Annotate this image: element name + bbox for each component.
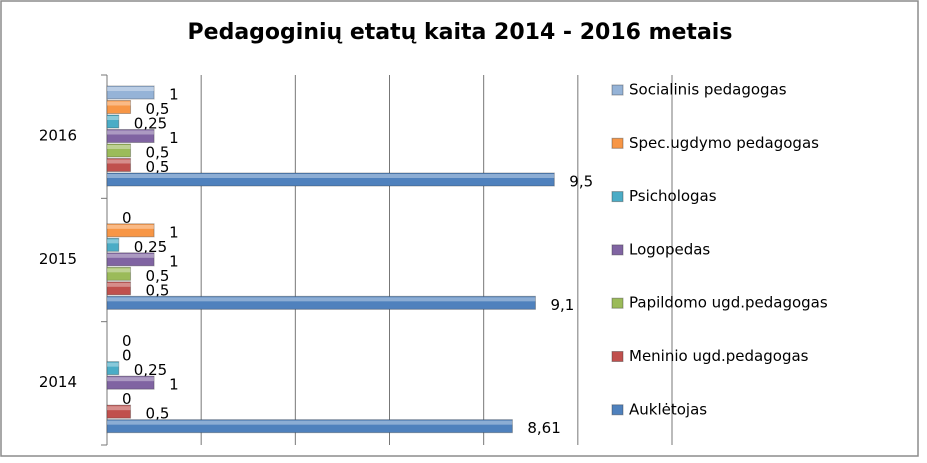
bar xyxy=(106,100,132,114)
value-label: 1 xyxy=(169,129,179,147)
bar-highlight xyxy=(107,239,119,244)
bar-highlight xyxy=(107,253,155,258)
bar-highlight xyxy=(107,224,155,229)
value-label: 1 xyxy=(169,86,179,104)
value-label: 0,5 xyxy=(146,267,170,285)
bar xyxy=(106,129,155,143)
bar xyxy=(106,172,555,187)
value-label: 1 xyxy=(169,376,179,394)
bar-highlight xyxy=(107,362,119,367)
bar xyxy=(106,281,132,296)
legend-swatch xyxy=(611,191,624,203)
bar-highlight xyxy=(107,145,131,149)
value-label: 0 xyxy=(122,390,132,408)
value-label: 1 xyxy=(169,223,179,241)
legend-label: Logopedas xyxy=(629,240,710,258)
bar-highlight xyxy=(107,377,155,382)
legend-label: Meninio ugd.pedagogas xyxy=(629,347,809,365)
bar xyxy=(106,361,120,376)
bar xyxy=(106,143,132,158)
value-label: 0,25 xyxy=(134,115,167,133)
value-label: 0,5 xyxy=(146,281,170,299)
legend-swatch xyxy=(611,244,624,256)
legend-label: Papildomo ugd.pedagogas xyxy=(629,294,828,312)
bar-highlight xyxy=(107,282,131,287)
legend-swatch xyxy=(611,404,624,416)
bar xyxy=(106,404,132,419)
bar-highlight xyxy=(107,406,131,411)
value-label: 0,25 xyxy=(134,238,167,256)
legend-swatch xyxy=(611,297,624,309)
value-label: 0,5 xyxy=(146,405,170,423)
bar xyxy=(106,237,120,252)
bar xyxy=(106,266,132,281)
bar xyxy=(106,375,155,390)
y-tick-label: 2015 xyxy=(39,250,77,268)
value-label: 0 xyxy=(122,209,132,227)
value-label: 0,5 xyxy=(146,158,170,176)
bar xyxy=(106,114,120,129)
bar-highlight xyxy=(107,420,513,425)
legend-swatch xyxy=(611,84,624,96)
value-label: 0,5 xyxy=(146,100,170,118)
bar xyxy=(106,252,155,267)
legend-label: Socialinis pedagogas xyxy=(629,81,787,99)
value-label: 0,5 xyxy=(146,144,170,162)
legend-label: Auklėtojas xyxy=(629,400,707,418)
legend-swatch xyxy=(611,351,624,362)
value-label: 0 xyxy=(122,347,132,365)
bar-highlight xyxy=(107,130,155,135)
y-tick-label: 2016 xyxy=(39,127,77,145)
value-label: 9,5 xyxy=(569,173,593,191)
legend-label: Psichologas xyxy=(629,187,717,205)
bar xyxy=(106,419,513,434)
bar xyxy=(106,85,155,100)
bar-highlight xyxy=(107,174,555,178)
bar-highlight xyxy=(107,101,131,106)
chart-title: Pedagoginių etatų kaita 2014 - 2016 meta… xyxy=(188,20,733,45)
value-label: 0 xyxy=(122,332,132,350)
bar xyxy=(106,223,155,238)
value-label: 1 xyxy=(169,252,179,270)
bar xyxy=(106,158,132,172)
bar-highlight xyxy=(107,297,536,302)
bar-highlight xyxy=(107,87,155,91)
value-label: 9,1 xyxy=(550,296,574,314)
legend-swatch xyxy=(611,137,624,149)
bar-highlight xyxy=(107,116,119,120)
y-tick-label: 2014 xyxy=(39,373,77,391)
value-label: 0,25 xyxy=(134,361,167,379)
bar-highlight xyxy=(107,159,131,164)
bar-highlight xyxy=(107,268,131,273)
value-label: 8,61 xyxy=(527,419,560,437)
bar xyxy=(106,295,536,310)
legend-label: Spec.ugdymo pedagogas xyxy=(629,134,819,152)
